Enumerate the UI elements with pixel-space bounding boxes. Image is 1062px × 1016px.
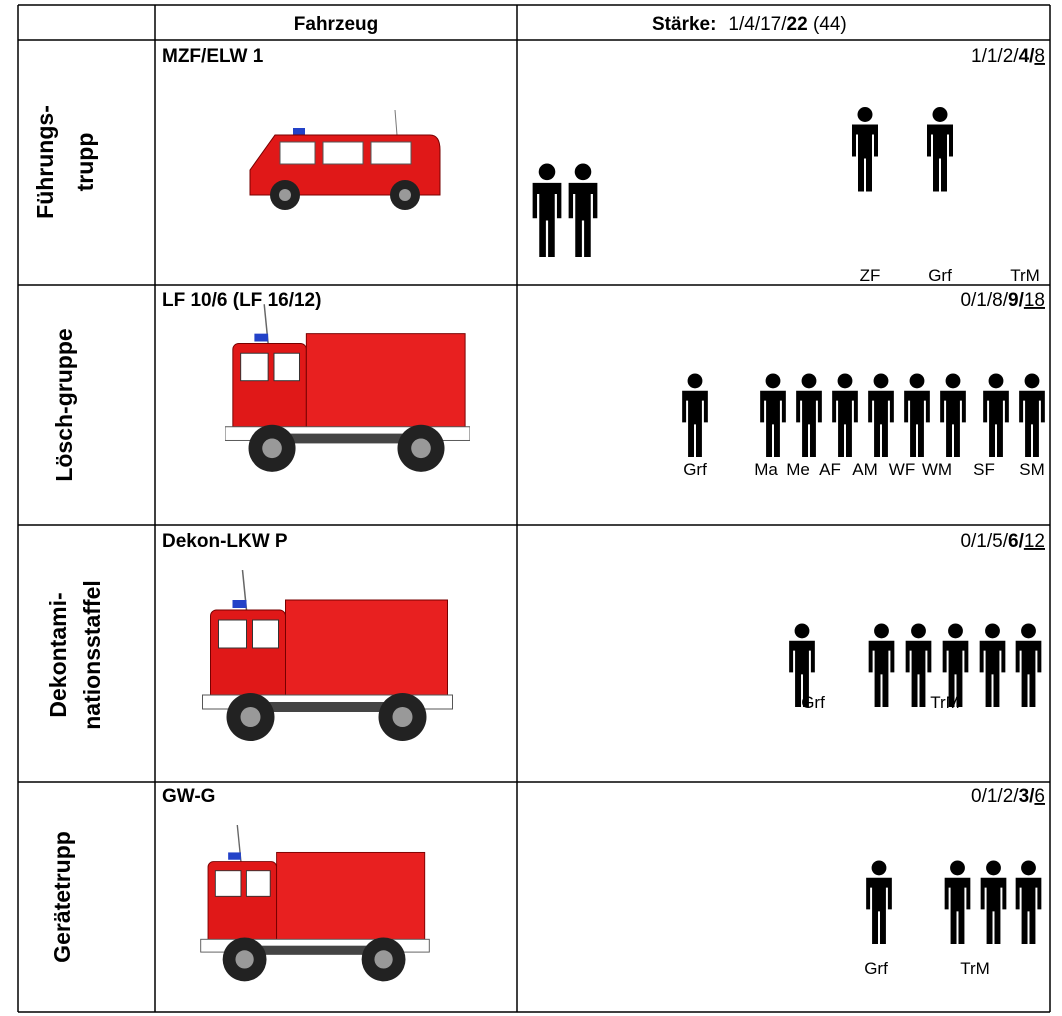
role-label: AF xyxy=(819,460,841,479)
role-label: Grf xyxy=(801,693,825,712)
unit-label: nationsstaffel xyxy=(79,580,105,730)
vehicle-image xyxy=(201,570,454,742)
role-label: TrM xyxy=(930,693,960,712)
unit-label: Gerätetrupp xyxy=(49,831,75,963)
unit-label: Dekontami- xyxy=(45,592,71,717)
vehicle-image xyxy=(249,110,441,211)
table-grid xyxy=(17,4,1051,1013)
vehicle-name: GW-G xyxy=(162,786,215,807)
strength: 0/1/8/9/18 xyxy=(960,290,1045,311)
role-label: SF xyxy=(973,460,995,479)
unit-label: trupp xyxy=(72,133,98,192)
unit-label: Führungs- xyxy=(32,105,58,219)
role-label: WF xyxy=(889,460,915,479)
header-strength: Stärke: 1/4/17/22 (44) xyxy=(652,14,847,35)
role-label: Ma xyxy=(754,460,778,479)
role-label: Grf xyxy=(683,460,707,479)
role-label: WM xyxy=(922,460,952,479)
role-label: Grf xyxy=(864,959,888,978)
strength: 0/1/5/6/12 xyxy=(960,531,1045,552)
role-label: Grf xyxy=(928,266,952,285)
role-label: AM xyxy=(852,460,878,479)
strength: 0/1/2/3/6 xyxy=(971,786,1045,807)
role-label: SM xyxy=(1019,460,1045,479)
vehicle-name: Dekon-LKW P xyxy=(162,531,288,552)
header-vehicle: Fahrzeug xyxy=(294,14,378,35)
unit-label: Lösch-gruppe xyxy=(51,328,77,481)
strength: 1/1/2/4/8 xyxy=(971,46,1045,67)
role-label: Me xyxy=(786,460,810,479)
vehicle-image xyxy=(225,303,470,473)
vehicle-name: LF 10/6 (LF 16/12) xyxy=(162,290,321,311)
vehicle-image xyxy=(199,825,431,983)
role-label: TrM xyxy=(1010,266,1040,285)
role-label: ZF xyxy=(860,266,881,285)
role-label: TrM xyxy=(960,959,990,978)
vehicle-name: MZF/ELW 1 xyxy=(162,46,264,67)
